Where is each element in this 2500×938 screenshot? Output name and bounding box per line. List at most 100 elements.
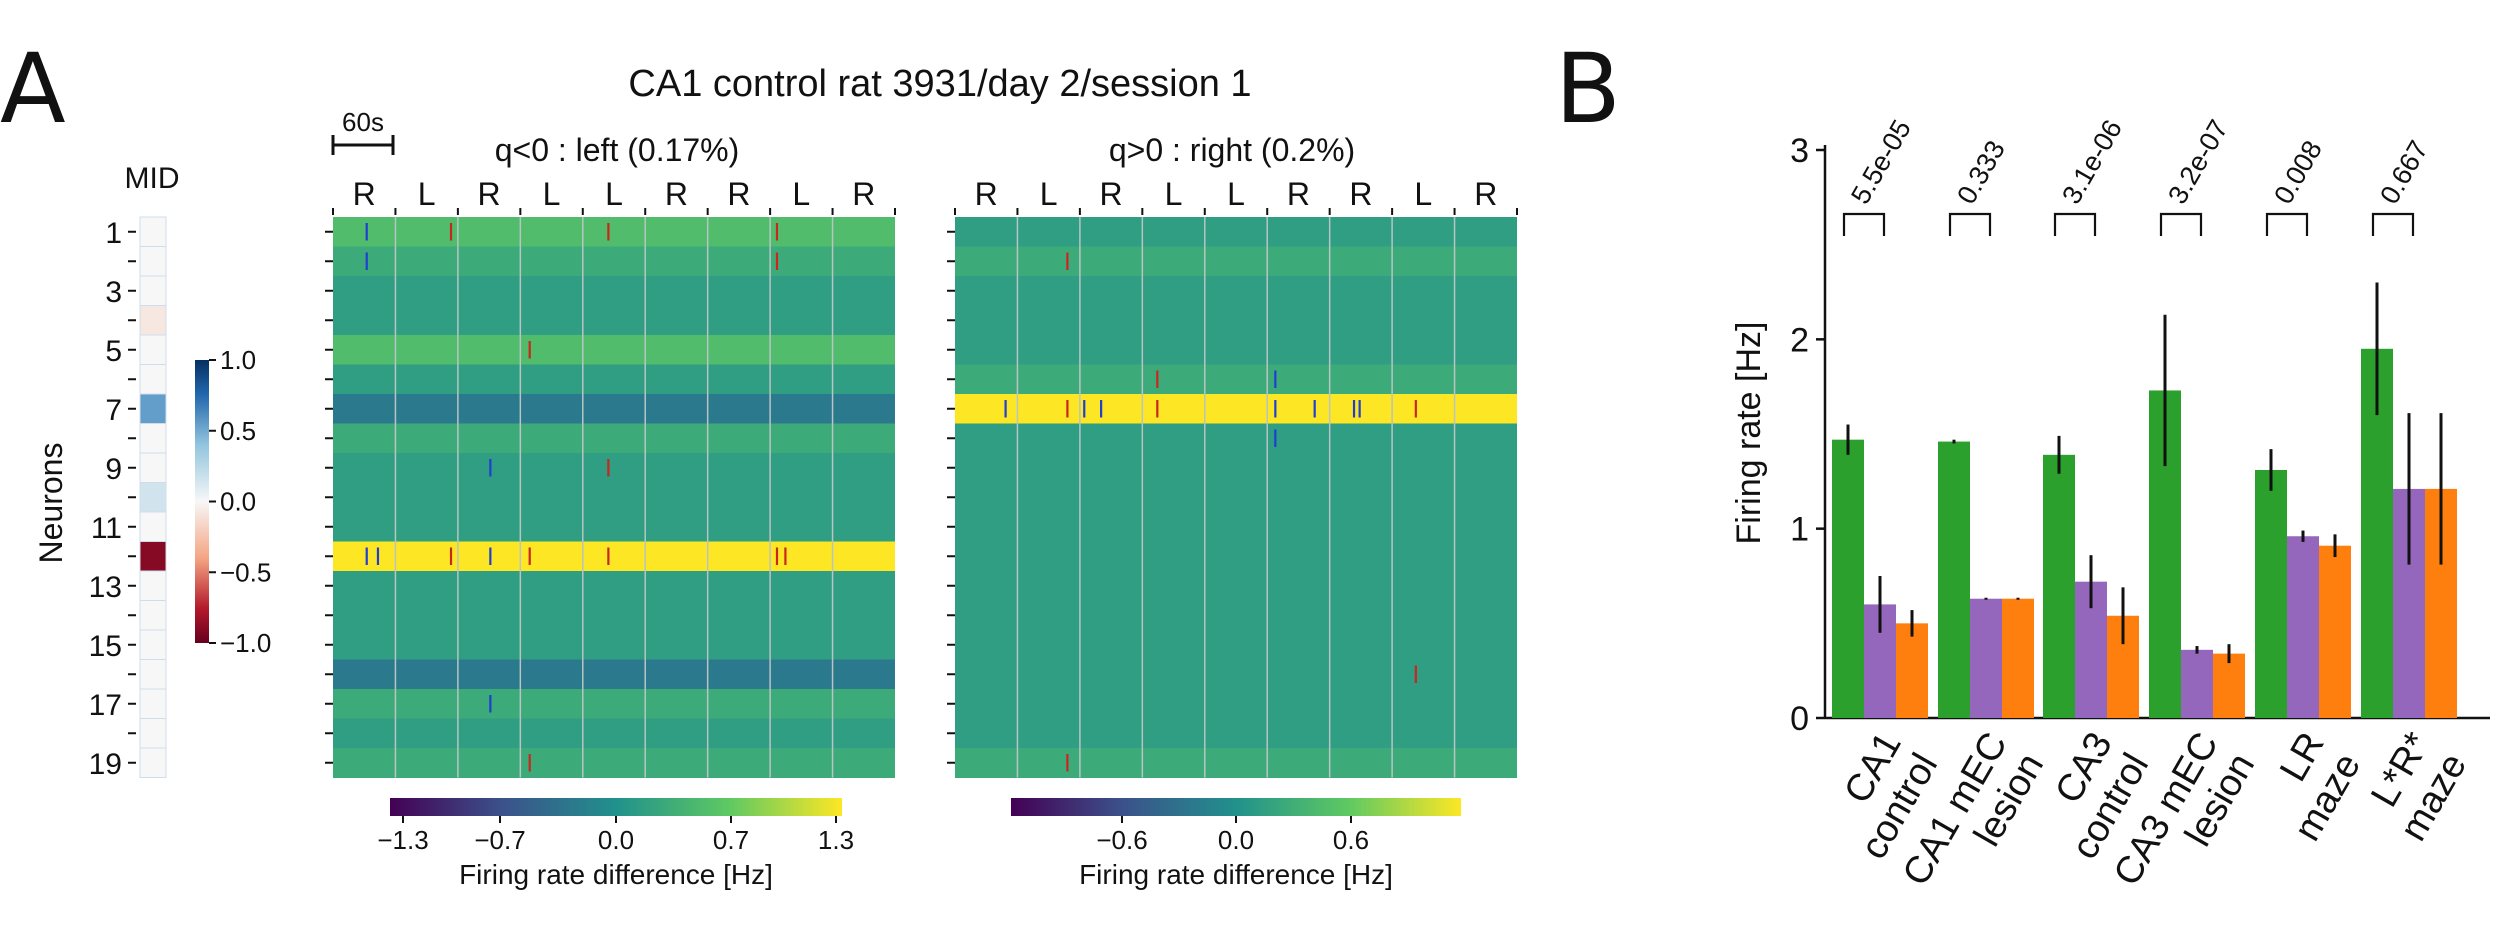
mid-colorbar-tick-label: −0.5 [220,557,271,587]
mid-cell [139,216,167,247]
mid-cell [139,747,167,778]
mid-cell [139,305,167,336]
mid-cell [139,482,167,513]
left-heatmap-title: q<0 : left (0.17%) [495,132,740,168]
p-value-label: 3.2e-07 [2162,115,2234,209]
bar [2213,653,2245,718]
mid-colorbar-tick-label: 0.5 [220,416,256,446]
bar [1896,623,1928,718]
scale-bar-label: 60s [342,107,384,137]
heatmap-row [333,217,895,247]
trial-label: R [1349,176,1372,212]
heatmap-row [333,394,895,424]
neuron-tick-label: 19 [89,748,122,781]
mid-label: MID [125,162,180,195]
y-tick-label: 3 [1790,132,1809,170]
heatmap-row [333,423,895,454]
significance-bracket [2053,212,2097,236]
mid-cell [139,541,167,572]
mid-colorbar [195,360,209,643]
p-value-label: 0.008 [2268,135,2328,209]
mid-cell [139,423,167,454]
significance-bracket [2159,212,2203,236]
mid-colorbar-ticks: 1.0 0.5 0.0 −0.5 −1.0 [209,345,271,658]
trial-label: R [975,176,998,212]
p-value-label: 0.667 [2374,135,2434,209]
neuron-tick-label: 7 [105,394,122,427]
trial-label: L [1227,176,1245,212]
heatmap-row [955,512,1517,542]
heatmap-row [333,364,895,395]
left-colorbar-ticks: −1.3 −0.7 0.0 0.7 1.3 [377,816,854,855]
heatmap-row [333,659,895,690]
neurons-axis-label: Neurons [33,443,69,564]
neuron-tick-label: 3 [105,276,122,309]
trial-label: R [665,176,688,212]
y-tick-label: 1 [1790,511,1809,549]
heatmap-row [955,305,1517,336]
trial-label: L [1040,176,1058,212]
significance-bracket [1948,212,1992,236]
neuron-tick-label: 1 [105,217,122,250]
trial-label: L [605,176,623,212]
colorbar-tick-label: 0.7 [713,825,749,855]
bar [2319,545,2351,718]
bar [1938,441,1970,718]
heatmap-row [955,689,1517,719]
panel-b-letter: B [1555,33,1621,145]
trial-label: R [478,176,501,212]
bar [2287,536,2319,718]
colorbar-tick-label: 0.0 [598,825,634,855]
mid-cell [139,659,167,690]
trial-label: L [418,176,436,212]
significance-bracket [2265,212,2309,236]
bar [2002,598,2034,718]
right-colorbar [1011,798,1461,816]
trial-label: L [1414,176,1432,212]
heatmap-row [955,423,1517,454]
bar [2255,469,2287,718]
neuron-tick-label: 11 [91,512,122,545]
y-tick-label: 0 [1790,700,1809,738]
y-tick-label: 2 [1790,321,1809,359]
trial-label: L [543,176,561,212]
trial-label: L [792,176,810,212]
heatmap-row [955,276,1517,306]
colorbar-tick-label: −0.7 [474,825,525,855]
mid-cell [139,600,167,631]
trial-label: L [1165,176,1183,212]
heatmap-row [333,453,895,483]
right-heatmap-title: q>0 : right (0.2%) [1109,132,1355,168]
mid-column [139,216,167,778]
colorbar-tick-label: −0.6 [1096,825,1147,855]
right-colorbar-label: Firing rate difference [Hz] [1079,859,1393,890]
heatmap-row [955,335,1517,365]
trial-label: R [727,176,750,212]
scale-bar: 60s [331,107,395,155]
left-colorbar-label: Firing rate difference [Hz] [459,859,773,890]
heatmap-row [955,718,1517,749]
neuron-tick-label: 13 [89,571,122,604]
heatmap-row [955,659,1517,690]
mid-cell [139,275,167,306]
heatmap-row [955,482,1517,513]
heatmap-row [955,453,1517,483]
heatmap-row [333,482,895,513]
heatmap-row [333,748,895,778]
heatmap-row [955,600,1517,631]
neuron-tick-label: 15 [89,630,122,663]
mid-colorbar-tick-label: 0.0 [220,487,256,517]
trial-label: R [1287,176,1310,212]
mid-cell [139,688,167,719]
colorbar-tick-label: 1.3 [818,825,854,855]
mid-cell [139,629,167,660]
bar [1832,439,1864,718]
heatmap-row [955,571,1517,601]
mid-cell [139,364,167,395]
bar [1970,598,2002,718]
